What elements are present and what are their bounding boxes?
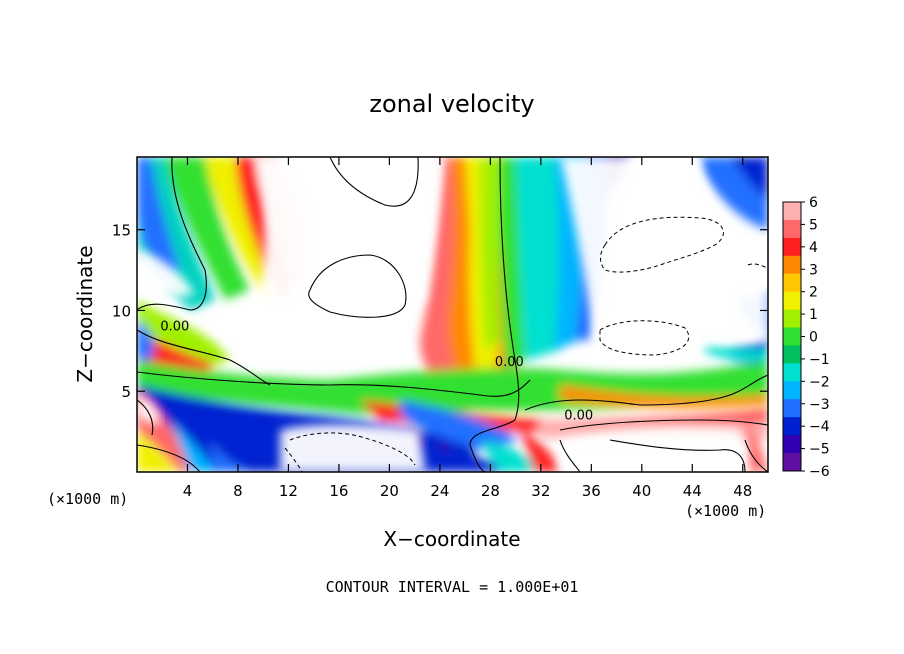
contour-interval-note: CONTOUR INTERVAL = 1.000E+01 bbox=[326, 578, 579, 596]
x-tick-label: 28 bbox=[481, 482, 500, 500]
colorbar-swatch bbox=[783, 435, 801, 454]
colorbar-swatch bbox=[783, 219, 801, 239]
contour-label: 0.00 bbox=[160, 320, 189, 335]
x-tick-label: 20 bbox=[380, 482, 399, 500]
colorbar-swatch bbox=[783, 273, 801, 293]
colorbar-tick-label: −5 bbox=[809, 442, 830, 458]
colorbar-tick-labels: 6 5 4 3 2 1 0 −1 −2 −3 −4 −5 −6 bbox=[801, 195, 830, 480]
colorbar-swatch bbox=[783, 345, 801, 364]
colorbar-tick-label: 1 bbox=[809, 307, 818, 323]
x-units-right: (×1000 m) bbox=[685, 502, 766, 520]
x-tick-label: 24 bbox=[430, 482, 449, 500]
colorbar-tick-label: 2 bbox=[809, 285, 818, 301]
colorbar-tick-label: 0 bbox=[809, 330, 818, 346]
x-tick-label: 40 bbox=[632, 482, 651, 500]
x-tick-label: 32 bbox=[531, 482, 550, 500]
y-axis-label: Z−coordinate bbox=[73, 245, 97, 382]
colorbar-swatch bbox=[783, 363, 801, 382]
colorbar-swatch bbox=[783, 399, 801, 418]
x-tick-label: 16 bbox=[329, 482, 348, 500]
colorbar-swatch bbox=[783, 327, 801, 346]
x-tick-label: 8 bbox=[233, 482, 243, 500]
colorbar-swatch bbox=[783, 309, 801, 329]
x-tick-label: 36 bbox=[582, 482, 601, 500]
colorbar-swatch bbox=[783, 453, 801, 472]
y-tick-label: 5 bbox=[121, 383, 131, 401]
plot-frame bbox=[136, 156, 769, 473]
y-tick-label: 15 bbox=[112, 222, 131, 240]
colorbar-tick-label: −3 bbox=[809, 397, 830, 413]
x-tick-label: 4 bbox=[183, 482, 193, 500]
x-axis-ticks: 4 8 12 16 20 24 28 32 36 40 44 48 bbox=[183, 157, 752, 500]
colorbar-tick-label: 5 bbox=[809, 217, 818, 233]
x-axis-label: X−coordinate bbox=[383, 527, 520, 551]
colorbar-swatch bbox=[783, 291, 801, 311]
colorbar-tick-label: −6 bbox=[809, 464, 830, 480]
colorbar-tick-label: 4 bbox=[809, 240, 818, 256]
colorbar-tick-label: −1 bbox=[809, 352, 830, 368]
colorbar-tick-label: 6 bbox=[809, 195, 818, 211]
colorbar-swatch bbox=[783, 255, 801, 275]
y-tick-label: 10 bbox=[112, 302, 131, 320]
y-axis-ticks: 5 10 15 bbox=[112, 222, 768, 401]
x-tick-label: 48 bbox=[733, 482, 752, 500]
x-tick-label: 12 bbox=[279, 482, 298, 500]
velocity-field bbox=[137, 157, 768, 472]
contour-label: 0.00 bbox=[495, 355, 524, 370]
colorbar-swatch bbox=[783, 381, 801, 400]
colorbar-swatch bbox=[783, 237, 801, 257]
colorbar-tick-label: 3 bbox=[809, 262, 818, 278]
colorbar-tick-label: −2 bbox=[809, 374, 830, 390]
chart-title: zonal velocity bbox=[369, 90, 534, 118]
colorbar-swatch bbox=[783, 417, 801, 436]
colorbar bbox=[782, 201, 802, 472]
contour-label: 0.00 bbox=[564, 408, 593, 423]
x-tick-label: 44 bbox=[683, 482, 702, 500]
x-units-left: (×1000 m) bbox=[47, 490, 128, 508]
contour-labels: 0.00 0.00 0.00 bbox=[160, 320, 593, 424]
colorbar-tick-label: −4 bbox=[809, 419, 830, 435]
colorbar-swatch bbox=[783, 202, 801, 221]
